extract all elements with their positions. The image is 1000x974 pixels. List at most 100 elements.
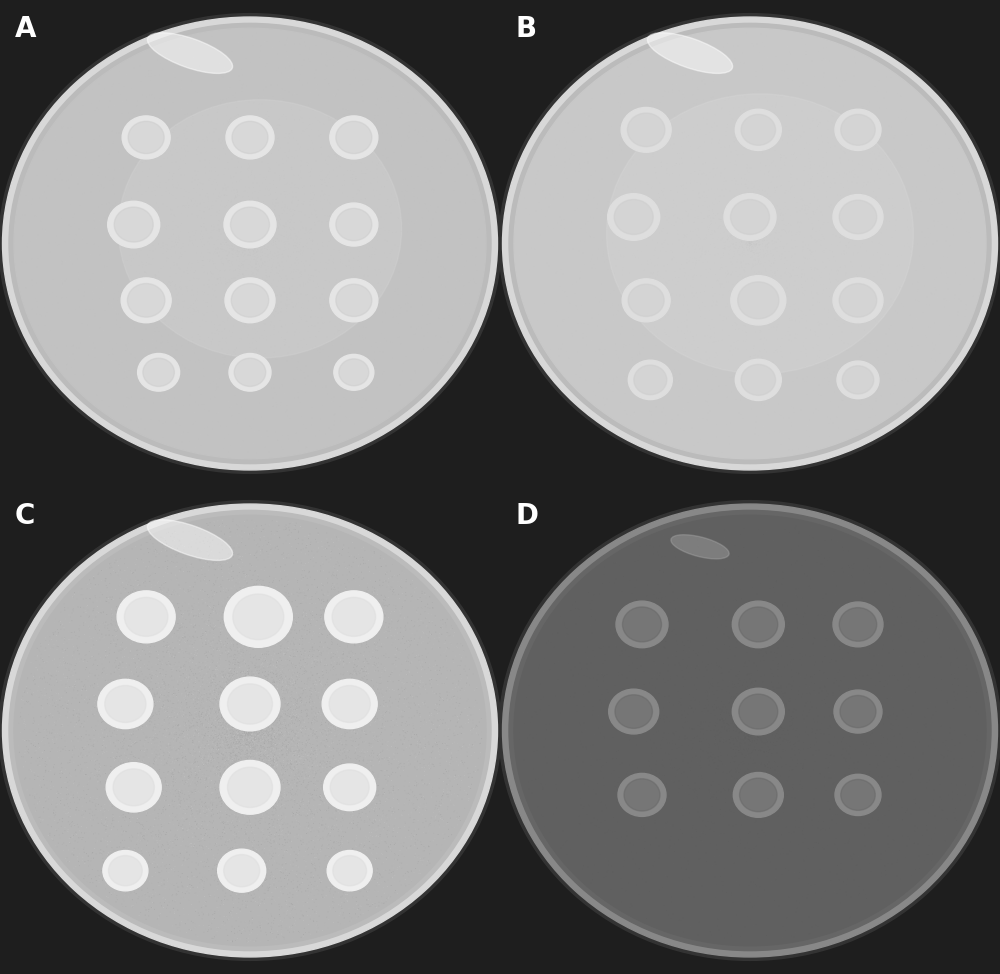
- Point: [724, 745, 740, 761]
- Point: [136, 679, 152, 694]
- Point: [83, 737, 99, 753]
- Point: [28, 725, 44, 740]
- Point: [120, 613, 136, 628]
- Point: [197, 657, 213, 673]
- Point: [77, 755, 93, 770]
- Point: [694, 376, 710, 392]
- Point: [113, 698, 129, 714]
- Point: [563, 210, 579, 226]
- Point: [260, 889, 276, 905]
- Point: [741, 886, 757, 902]
- Point: [178, 720, 194, 735]
- Point: [439, 639, 455, 655]
- Point: [382, 690, 398, 705]
- Point: [237, 533, 253, 548]
- Point: [194, 678, 210, 693]
- Point: [171, 700, 187, 716]
- Point: [681, 381, 697, 396]
- Point: [240, 662, 256, 678]
- Point: [920, 319, 936, 335]
- Point: [661, 168, 677, 183]
- Point: [236, 700, 252, 716]
- Point: [734, 115, 750, 131]
- Point: [280, 567, 296, 582]
- Point: [218, 754, 234, 769]
- Point: [772, 618, 788, 633]
- Point: [782, 672, 798, 688]
- Point: [667, 861, 683, 877]
- Point: [242, 724, 258, 739]
- Point: [95, 850, 111, 866]
- Point: [845, 722, 861, 737]
- Point: [736, 715, 752, 730]
- Point: [750, 254, 766, 270]
- Point: [248, 606, 264, 621]
- Point: [263, 684, 279, 699]
- Point: [423, 607, 439, 622]
- Point: [43, 223, 59, 239]
- Point: [273, 870, 289, 885]
- Point: [401, 647, 417, 662]
- Point: [616, 286, 632, 302]
- Point: [834, 342, 850, 357]
- Point: [793, 180, 809, 196]
- Point: [230, 655, 246, 670]
- Point: [823, 393, 839, 409]
- Point: [615, 128, 631, 143]
- Point: [242, 233, 258, 248]
- Point: [739, 711, 755, 727]
- Point: [731, 767, 747, 782]
- Point: [345, 841, 361, 856]
- Point: [805, 866, 821, 881]
- Point: [281, 431, 297, 447]
- Point: [834, 560, 850, 576]
- Point: [414, 214, 430, 230]
- Point: [367, 108, 383, 124]
- Point: [353, 883, 369, 899]
- Point: [151, 579, 167, 594]
- Point: [288, 851, 304, 867]
- Point: [784, 715, 800, 730]
- Point: [88, 796, 104, 811]
- Point: [164, 72, 180, 88]
- Point: [214, 761, 230, 776]
- Point: [123, 752, 139, 768]
- Point: [173, 700, 189, 716]
- Point: [807, 347, 823, 362]
- Point: [414, 593, 430, 609]
- Point: [236, 724, 252, 739]
- Point: [172, 117, 188, 132]
- Point: [307, 340, 323, 356]
- Point: [115, 740, 131, 756]
- Point: [121, 114, 137, 130]
- Point: [239, 713, 255, 729]
- Point: [616, 247, 632, 263]
- Point: [274, 792, 290, 807]
- Point: [755, 203, 771, 218]
- Point: [110, 774, 126, 790]
- Point: [703, 742, 719, 758]
- Point: [721, 99, 737, 115]
- Point: [216, 137, 232, 153]
- Point: [259, 110, 275, 126]
- Point: [325, 234, 341, 249]
- Point: [703, 807, 719, 823]
- Point: [376, 640, 392, 656]
- Point: [284, 801, 300, 816]
- Point: [246, 718, 262, 733]
- Point: [57, 212, 73, 228]
- Point: [445, 681, 461, 696]
- Point: [213, 635, 229, 651]
- Point: [761, 882, 777, 898]
- Point: [242, 731, 258, 747]
- Point: [651, 863, 667, 879]
- Point: [649, 590, 665, 606]
- Point: [211, 166, 227, 181]
- Point: [206, 911, 222, 926]
- Point: [247, 301, 263, 317]
- Point: [211, 790, 227, 805]
- Point: [220, 711, 236, 727]
- Point: [168, 838, 184, 853]
- Point: [437, 281, 453, 297]
- Point: [786, 824, 802, 840]
